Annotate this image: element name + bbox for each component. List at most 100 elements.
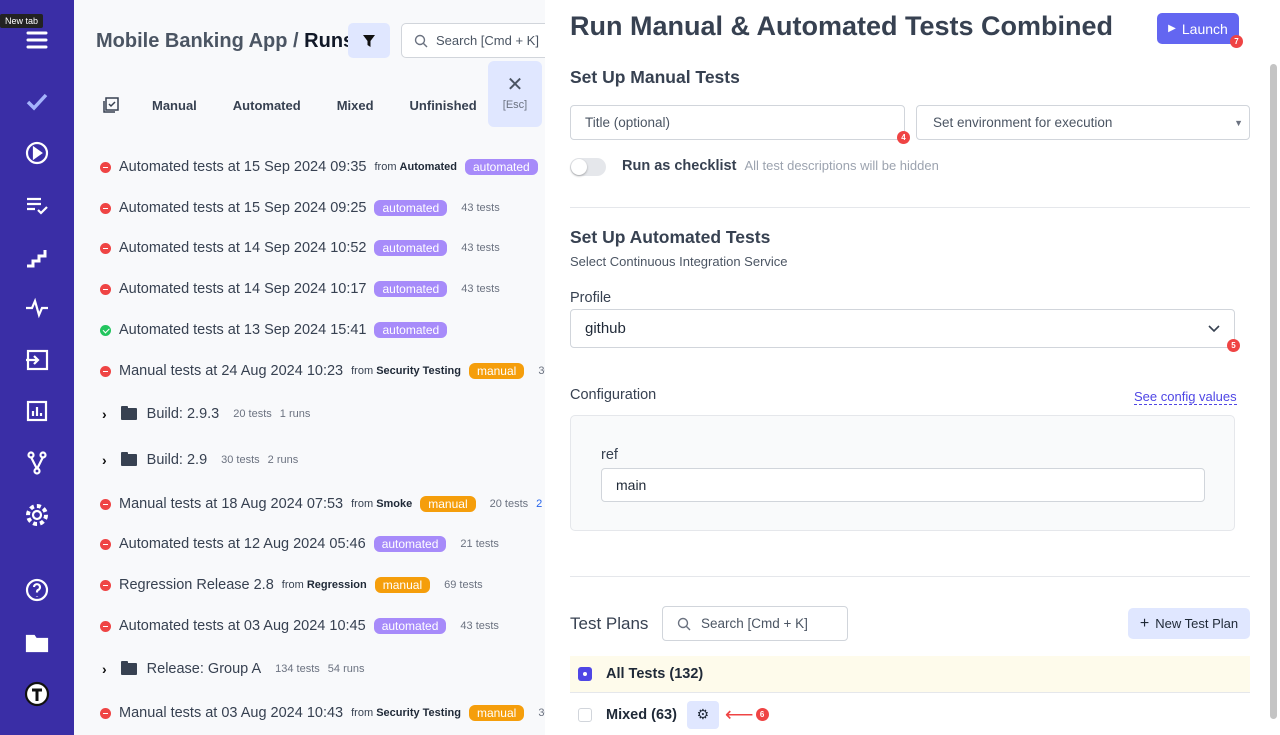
- menu-nav-button[interactable]: [22, 25, 52, 55]
- run-source: from Security Testing: [351, 707, 461, 719]
- plan-checkbox[interactable]: [578, 707, 592, 722]
- steps-nav-button[interactable]: [22, 242, 52, 272]
- run-group[interactable]: › Build: 2.9.3 20 tests 1 runs: [102, 403, 318, 425]
- run-item[interactable]: Automated tests at 14 Sep 2024 10:17 auto…: [100, 278, 508, 300]
- config-box: ref main: [570, 415, 1235, 531]
- run-group[interactable]: › Build: 2.9 30 tests 2 runs: [102, 449, 306, 471]
- profile-select[interactable]: github: [570, 309, 1235, 348]
- passed-status-icon: [100, 324, 111, 336]
- plans-search-input[interactable]: Search [Cmd + K]: [662, 606, 848, 641]
- folder-icon: [120, 452, 137, 466]
- group-runs: 2 runs: [267, 454, 299, 466]
- folder-nav-button[interactable]: [22, 627, 52, 657]
- plan-row-mixed[interactable]: Mixed (63) ⚙ ⟵ 6: [570, 697, 1250, 732]
- chevron-right-icon[interactable]: ›: [102, 452, 107, 468]
- logo-nav-button[interactable]: [22, 679, 52, 709]
- auto-heading: Set Up Automated Tests: [570, 227, 771, 247]
- tab-unfinished[interactable]: Unfinished: [409, 97, 477, 113]
- run-link[interactable]: 2: [536, 498, 543, 510]
- new-test-plan-button[interactable]: + New Test Plan: [1128, 608, 1250, 639]
- run-item[interactable]: Automated tests at 13 Sep 2024 15:41 auto…: [100, 319, 461, 341]
- see-config-link[interactable]: See config values: [1134, 389, 1237, 405]
- scrollbar[interactable]: [1270, 64, 1277, 719]
- chart-icon: [26, 400, 48, 422]
- search-placeholder: Search [Cmd + K]: [436, 33, 539, 48]
- search-input[interactable]: Search [Cmd + K]: [401, 23, 545, 58]
- failed-status-icon: [100, 707, 111, 719]
- failed-status-icon: [100, 283, 111, 295]
- group-runs: 54 runs: [327, 663, 365, 675]
- check-nav-button[interactable]: [22, 86, 52, 116]
- close-icon: ✕: [506, 74, 524, 96]
- chevron-right-icon[interactable]: ›: [102, 661, 107, 677]
- chevron-down-icon: [1208, 324, 1220, 332]
- caret-down-icon: ▼: [1234, 117, 1243, 128]
- marker-6: 6: [755, 708, 769, 721]
- list-check-nav-button[interactable]: [22, 190, 52, 220]
- launch-panel: Run Manual & Automated Tests Combined ▶ L…: [545, 0, 1280, 735]
- environment-placeholder: Set environment for execution: [933, 115, 1113, 130]
- gear-nav-button[interactable]: [22, 500, 52, 530]
- steps-icon: [27, 250, 47, 268]
- run-group[interactable]: › Release: Group A 134 tests 54 runs: [102, 658, 372, 680]
- chart-nav-button[interactable]: [22, 396, 52, 426]
- run-type-badge: automated: [373, 618, 447, 634]
- multi-select-icon[interactable]: [102, 96, 120, 114]
- tab-mixed[interactable]: Mixed: [336, 97, 374, 113]
- arrow-left-icon: ⟵: [724, 704, 754, 726]
- branch-nav-button[interactable]: [22, 448, 52, 478]
- import-nav-button[interactable]: [22, 345, 52, 375]
- close-button[interactable]: ✕ [Esc]: [488, 61, 542, 127]
- run-item[interactable]: Manual tests at 18 Aug 2024 07:53 from Sm…: [100, 493, 542, 515]
- pulse-nav-button[interactable]: [22, 293, 52, 323]
- run-item[interactable]: Automated tests at 12 Aug 2024 05:46 auto…: [100, 533, 507, 555]
- breadcrumb-project[interactable]: Mobile Banking App: [96, 30, 288, 52]
- run-item[interactable]: Automated tests at 14 Sep 2024 10:52 auto…: [100, 237, 508, 259]
- play-circle-nav-button[interactable]: [22, 138, 52, 168]
- run-item[interactable]: Regression Release 2.8 from Regression man…: [100, 574, 491, 596]
- tab-automated[interactable]: Automated: [232, 97, 301, 113]
- run-type-badge: automated: [374, 200, 448, 216]
- breadcrumb-separator: /: [293, 30, 299, 52]
- title-input[interactable]: Title (optional): [570, 105, 905, 140]
- run-count: 43 tests: [460, 620, 499, 632]
- group-tests: 134 tests: [275, 663, 320, 675]
- logo-icon: [24, 681, 50, 707]
- plan-settings-button[interactable]: ⚙: [686, 700, 719, 729]
- tab-manual[interactable]: Manual: [152, 97, 197, 113]
- folder-icon: [120, 661, 137, 675]
- help-nav-button[interactable]: [22, 575, 52, 605]
- ref-input[interactable]: main: [601, 468, 1205, 502]
- panel-title: Run Manual & Automated Tests Combined: [570, 11, 1114, 41]
- run-item[interactable]: Automated tests at 15 Sep 2024 09:25 auto…: [100, 197, 508, 219]
- environment-select[interactable]: Set environment for execution ▼: [916, 105, 1250, 140]
- run-title: Manual tests at 18 Aug 2024 07:53: [119, 496, 344, 512]
- play-circle-icon: [25, 141, 49, 165]
- run-source: from Security Testing: [351, 365, 461, 377]
- new-plan-label: New Test Plan: [1155, 616, 1239, 631]
- run-count: 30: [538, 365, 545, 377]
- run-item[interactable]: Automated tests at 03 Aug 2024 10:45 auto…: [100, 615, 507, 637]
- plan-checkbox[interactable]: [578, 667, 592, 681]
- filter-button[interactable]: [348, 23, 390, 58]
- run-count: 43 tests: [461, 202, 500, 214]
- folder-icon: [120, 406, 137, 420]
- profile-label: Profile: [570, 290, 612, 306]
- launch-button[interactable]: ▶ Launch: [1157, 13, 1239, 44]
- plan-row-all[interactable]: All Tests (132): [570, 656, 1250, 693]
- run-type-badge: automated: [373, 536, 447, 552]
- run-item[interactable]: Manual tests at 03 Aug 2024 10:43 from Se…: [100, 702, 545, 724]
- failed-status-icon: [100, 161, 111, 173]
- profile-value: github: [585, 320, 626, 337]
- run-count: 69 tests: [444, 579, 483, 591]
- run-source: from Regression: [281, 579, 367, 591]
- run-title: Automated tests at 15 Sep 2024 09:35: [119, 159, 367, 175]
- run-item[interactable]: Manual tests at 24 Aug 2024 10:23 from Se…: [100, 360, 545, 382]
- run-title: Automated tests at 03 Aug 2024 10:45: [119, 618, 366, 634]
- help-icon: [25, 578, 49, 602]
- run-title: Manual tests at 24 Aug 2024 10:23: [119, 363, 344, 379]
- chevron-right-icon[interactable]: ›: [102, 406, 107, 422]
- run-item[interactable]: Automated tests at 15 Sep 2024 09:35 from…: [100, 156, 545, 178]
- checklist-toggle[interactable]: [570, 158, 606, 176]
- checklist-label: Run as checklist: [622, 158, 737, 174]
